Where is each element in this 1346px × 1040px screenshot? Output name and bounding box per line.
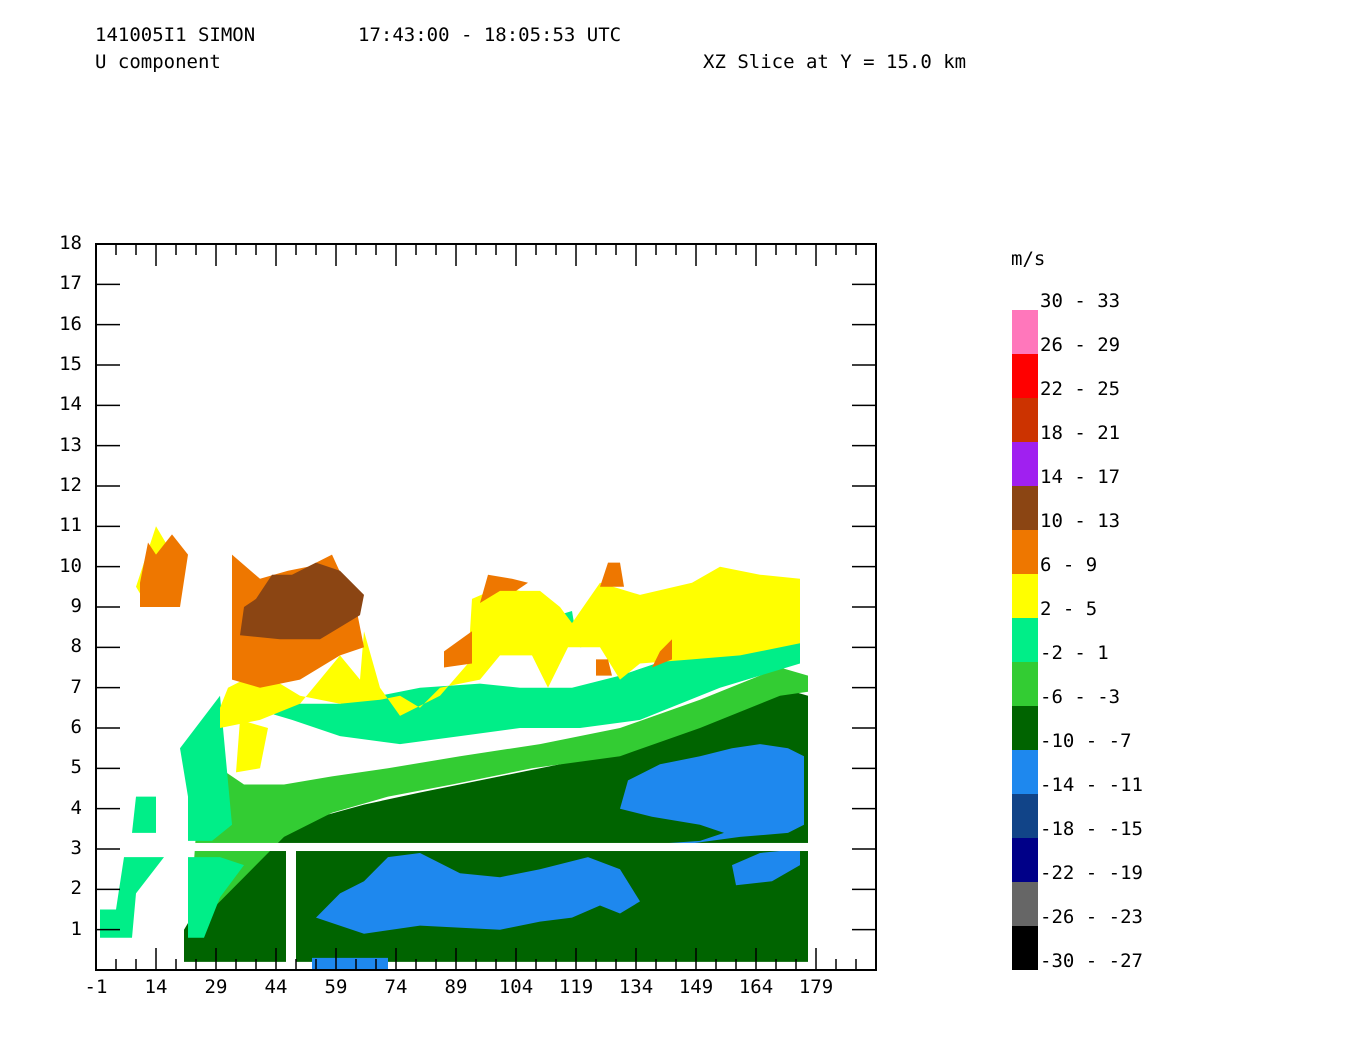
field-region-aqua: [100, 857, 164, 938]
legend-swatch: [1012, 706, 1038, 750]
x-tick-label: 59: [324, 976, 348, 998]
header-field: U component: [95, 51, 221, 73]
field-region-lightgreen: [192, 667, 808, 922]
x-tick-label: 164: [738, 976, 774, 998]
field-region-darkgreen: [184, 687, 808, 962]
field-region-orange: [600, 562, 624, 587]
legend-label: 6 - 9: [1040, 554, 1098, 576]
y-tick-label: 15: [59, 353, 82, 375]
legend-label: -26 - -23: [1040, 906, 1143, 928]
x-tick-label: 134: [618, 976, 654, 998]
legend-label: -6 - -3: [1040, 686, 1121, 708]
y-tick-label: 10: [59, 554, 82, 577]
legend-title: m/s: [1011, 248, 1046, 270]
field-region-orange: [444, 631, 472, 668]
legend-label: 14 - 17: [1040, 466, 1121, 488]
x-tick-label: 149: [678, 976, 714, 998]
header-time: 17:43:00 - 18:05:53 UTC: [358, 24, 622, 46]
legend-swatch: [1012, 530, 1038, 574]
field-region-blue: [600, 744, 804, 849]
legend-swatch: [1012, 794, 1038, 838]
y-tick-label: 7: [70, 675, 82, 698]
y-tick-label: 3: [70, 837, 82, 859]
y-tick-label: 9: [70, 595, 82, 617]
legend-label: -10 - -7: [1040, 730, 1132, 752]
x-tick-label: 89: [444, 976, 468, 998]
legend-swatch: [1012, 618, 1038, 662]
legend-swatch: [1012, 838, 1038, 882]
legend-swatch: [1012, 882, 1038, 926]
legend-swatch: [1012, 750, 1038, 794]
field-region-blue: [316, 853, 640, 934]
field-region-blue: [312, 957, 388, 970]
legend-label: 22 - 25: [1040, 378, 1121, 400]
field-region-orange: [480, 574, 528, 603]
field-region-yellow: [236, 719, 268, 773]
y-tick-label: 18: [59, 232, 82, 254]
field-region-orange: [140, 534, 188, 607]
y-tick-label: 13: [59, 433, 82, 456]
x-tick-label: 104: [498, 976, 534, 998]
x-tick-label: 119: [558, 976, 594, 998]
data-gap: [164, 788, 184, 970]
legend-swatch: [1012, 354, 1038, 398]
y-tick-label: 5: [70, 756, 82, 779]
y-tick-label: 4: [70, 796, 82, 819]
y-tick-label: 16: [59, 312, 82, 335]
header-id: 141005I1 SIMON: [95, 24, 256, 46]
legend-swatch: [1012, 442, 1038, 486]
x-tick-label: 179: [798, 976, 834, 998]
legend-swatch: [1012, 310, 1038, 354]
legend-label: -18 - -15: [1040, 818, 1143, 840]
field-region-orange: [652, 639, 672, 668]
field-region-yellow: [220, 566, 800, 728]
header-slice: XZ Slice at Y = 15.0 km: [703, 51, 967, 73]
x-tick-label: 44: [264, 976, 288, 998]
legend-label: 30 - 33: [1040, 290, 1121, 312]
field-region-aqua: [180, 695, 232, 841]
field-region-blue: [732, 849, 800, 886]
legend-swatch: [1012, 398, 1038, 442]
legend-label: 2 - 5: [1040, 598, 1098, 620]
legend-label: -14 - -11: [1040, 774, 1143, 796]
y-tick-label: 6: [70, 716, 82, 738]
legend-swatch: [1012, 486, 1038, 530]
legend-label: 10 - 13: [1040, 510, 1121, 532]
y-tick-label: 12: [59, 474, 82, 496]
y-tick-label: 1: [70, 917, 82, 940]
field-region-aqua: [132, 796, 156, 833]
field-region-aqua: [188, 857, 244, 938]
legend-swatch: [1012, 662, 1038, 706]
x-tick-label: 14: [144, 976, 168, 998]
legend-swatch: [1012, 926, 1038, 970]
y-tick-label: 14: [59, 393, 82, 416]
legend-label: -22 - -19: [1040, 862, 1143, 884]
legend-label: -30 - -27: [1040, 950, 1143, 972]
y-tick-label: 11: [59, 514, 82, 537]
legend-label: 26 - 29: [1040, 334, 1121, 356]
field-region-orange: [596, 659, 612, 676]
y-tick-label: 8: [70, 635, 82, 658]
legend-label: -2 - 1: [1040, 642, 1109, 664]
legend-label: 18 - 21: [1040, 422, 1121, 444]
x-tick-label: -1: [84, 976, 108, 998]
x-tick-label: 74: [384, 976, 408, 998]
data-gap: [124, 842, 808, 852]
x-tick-label: 29: [204, 976, 228, 998]
y-tick-label: 2: [70, 877, 82, 900]
data-gap: [286, 849, 296, 970]
y-tick-label: 17: [59, 272, 82, 295]
field-region-brown: [240, 562, 364, 640]
legend-swatch: [1012, 574, 1038, 618]
